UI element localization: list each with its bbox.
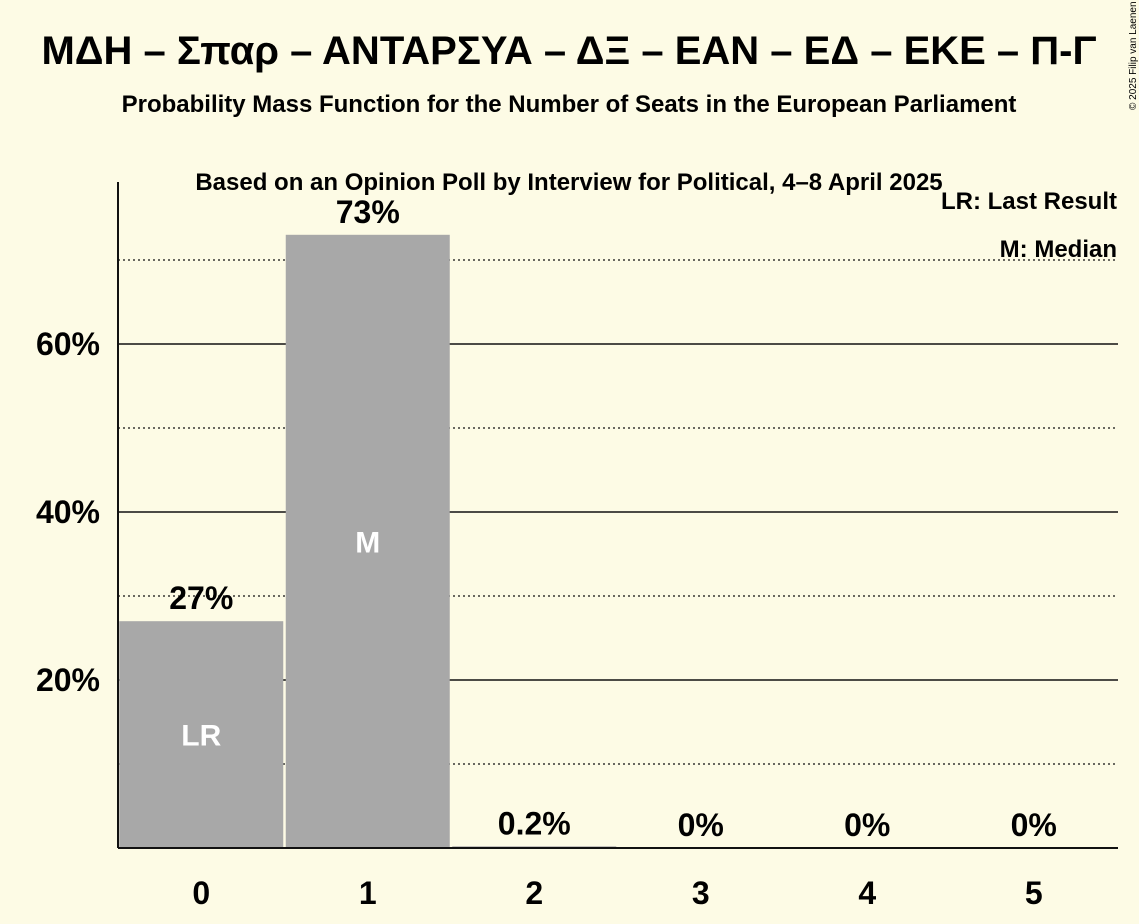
chart-subtitle-2: Based on an Opinion Poll by Interview fo… [195, 169, 942, 196]
bar-marker-label: LR [181, 720, 221, 753]
ticks: 20% 40% 60% 0 1 2 3 4 5 [36, 326, 1043, 911]
chart-title: ΜΔΗ – Σπαρ – ΑΝΤΑΡΣΥΑ – ΔΞ – ΕΑΝ – ΕΔ – … [41, 29, 1096, 73]
x-tick-label: 3 [692, 875, 710, 911]
y-tick-label: 20% [36, 662, 100, 698]
bar-value-label: 0% [678, 807, 724, 843]
x-tick-label: 4 [858, 875, 876, 911]
legend-last-result: LR: Last Result [941, 188, 1117, 215]
bar [285, 234, 450, 849]
bars [119, 234, 617, 849]
bar-value-label: 0% [1011, 807, 1057, 843]
x-tick-label: 1 [359, 875, 377, 911]
bar-value-label: 27% [169, 580, 233, 616]
legend-median: M: Median [1000, 236, 1117, 263]
x-tick-label: 0 [192, 875, 210, 911]
bar-value-label: 0% [844, 807, 890, 843]
bar-value-label: 73% [336, 194, 400, 230]
chart-subtitle: Probability Mass Function for the Number… [122, 91, 1017, 118]
bar [119, 621, 284, 848]
gridlines [118, 259, 1118, 765]
bar-texts: 27% LR 73% M 0.2% 0% 0% 0% [169, 194, 1057, 843]
bar-value-label: 0.2% [498, 805, 571, 841]
x-tick-label: 5 [1025, 875, 1043, 911]
y-tick-label: 40% [36, 494, 100, 530]
x-tick-label: 2 [525, 875, 543, 911]
y-tick-label: 60% [36, 326, 100, 362]
bar-marker-label: M [355, 526, 380, 559]
copyright-text: © 2025 Filip van Laenen [1128, 1, 1139, 110]
axes [117, 182, 1118, 849]
